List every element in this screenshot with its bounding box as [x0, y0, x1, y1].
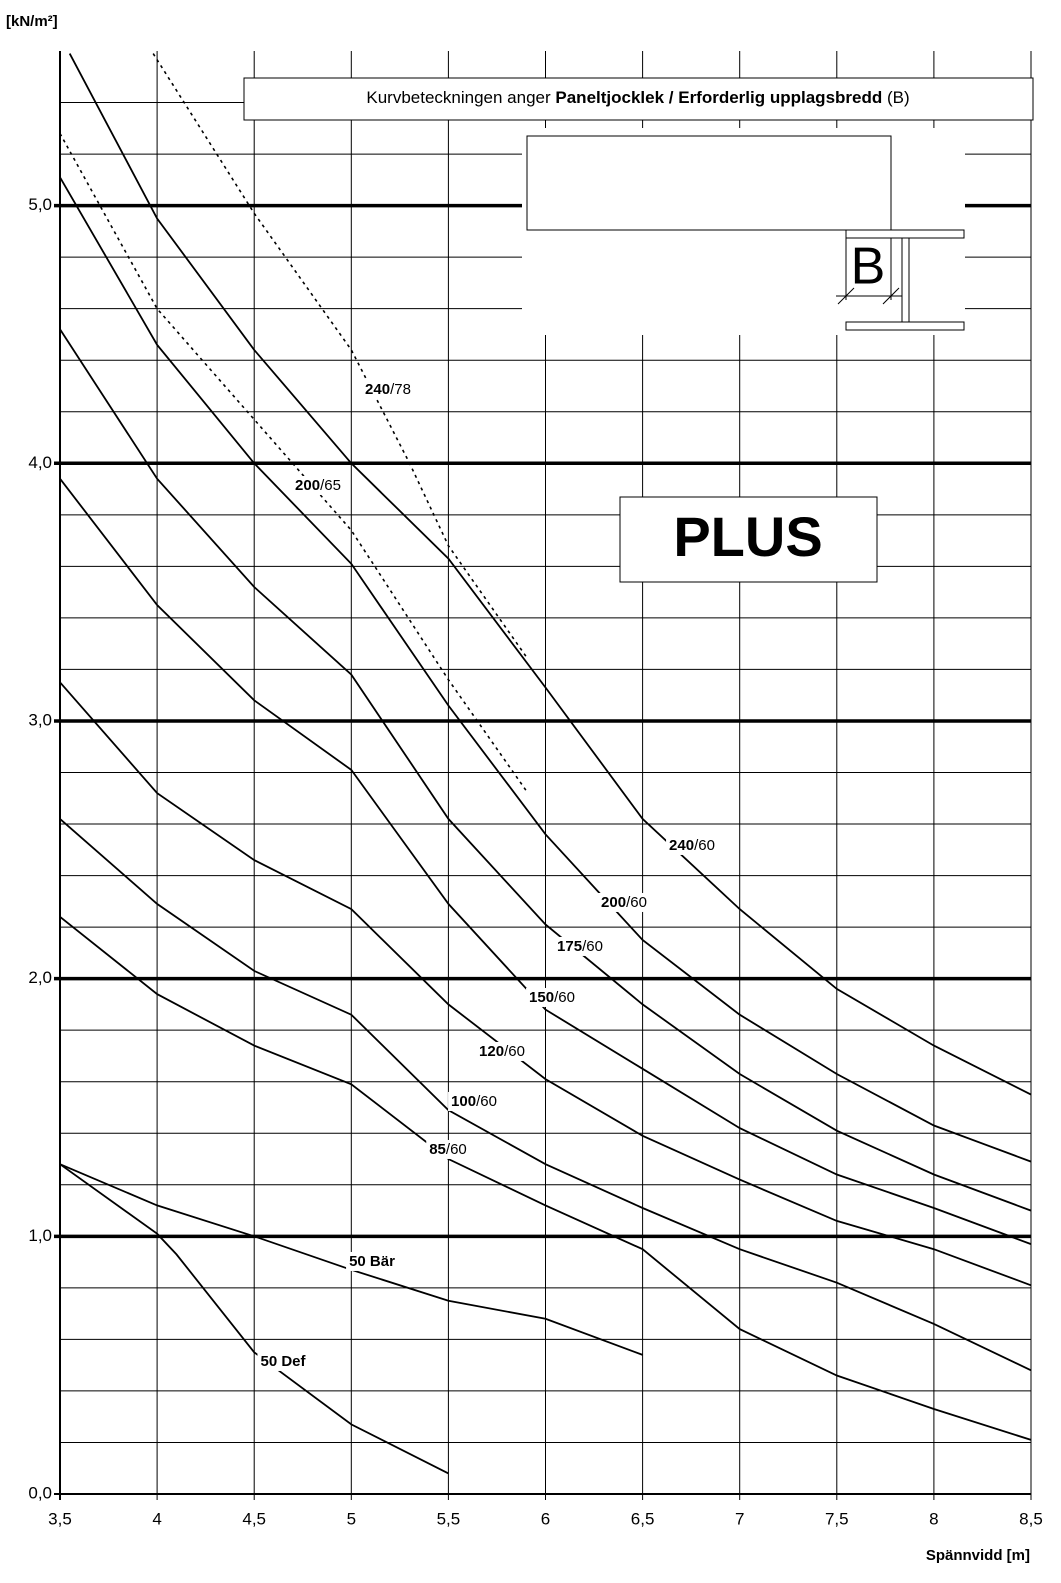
- curve-label-part: 100: [451, 1093, 476, 1110]
- curve-label-part: 200: [295, 477, 320, 494]
- curve-label-background: [346, 1251, 399, 1271]
- curve-label: 200/65: [295, 477, 341, 494]
- curve-label-background: [448, 1091, 500, 1111]
- curve-label-part: 50 Def: [260, 1353, 306, 1370]
- dashed-curve: [152, 53, 527, 657]
- x-tick-label: 5: [347, 1509, 356, 1528]
- x-tick-label: 8: [929, 1509, 938, 1528]
- y-axis-label: [kN/m²]: [6, 13, 58, 30]
- curve-label-part: /78: [390, 381, 411, 398]
- curve-label-background: [598, 892, 650, 912]
- curve-label-part: 85: [429, 1141, 446, 1158]
- annotation-box: [243, 77, 1034, 121]
- beam-flange: [845, 229, 965, 239]
- diagram-label: B: [851, 238, 886, 296]
- curve-label-part: 120: [479, 1043, 504, 1060]
- curve-label: 240/78: [365, 381, 411, 398]
- curve-label-part: 50 Bär: [349, 1253, 395, 1270]
- curve: [68, 53, 1032, 1096]
- curve-label: 50 Bär: [349, 1253, 395, 1270]
- curve-label: 50 Def: [260, 1353, 306, 1370]
- curve-label: 100/60: [451, 1093, 497, 1110]
- dimension-tick: [837, 287, 855, 305]
- curve-label-part: /60: [504, 1043, 525, 1060]
- curve: [59, 328, 1032, 1212]
- curve-label: 85/60: [429, 1141, 467, 1158]
- annotation-part: Paneltjocklek / Erforderlig upplagsbredd: [555, 88, 882, 107]
- curve-label-background: [292, 475, 344, 495]
- beam-flange: [845, 321, 965, 331]
- curve-label: 200/60: [601, 894, 647, 911]
- y-tick-label: 0,0: [28, 1483, 52, 1502]
- curve-label: 175/60: [557, 938, 603, 955]
- y-tick-label: 1,0: [28, 1226, 52, 1245]
- curve: [59, 478, 1032, 1245]
- curve-label-part: 200: [601, 894, 626, 911]
- x-tick-label: 8,5: [1019, 1509, 1043, 1528]
- curve: [59, 681, 1032, 1287]
- badge: PLUS: [673, 505, 822, 568]
- dashed-curve: [59, 133, 527, 791]
- curve-label-part: /60: [476, 1093, 497, 1110]
- x-tick-label: 5,5: [437, 1509, 461, 1528]
- curve: [59, 916, 1032, 1441]
- badge-box: [619, 496, 878, 583]
- curve-label-background: [257, 1351, 310, 1371]
- x-tick-label: 7,5: [825, 1509, 849, 1528]
- x-axis-label: Spännvidd [m]: [926, 1547, 1030, 1564]
- curve-label-part: 240: [669, 837, 694, 854]
- curve: [59, 176, 1032, 1163]
- curve-label-part: /60: [554, 989, 575, 1006]
- annotation-part: Kurvbeteckningen anger: [366, 88, 555, 107]
- curve-label-background: [554, 936, 606, 956]
- x-tick-label: 6: [541, 1509, 550, 1528]
- curve-label-background: [426, 1139, 470, 1159]
- x-tick-label: 7: [735, 1509, 744, 1528]
- curve-label-background: [526, 987, 578, 1007]
- curve-label-background: [666, 835, 718, 855]
- annotation: Kurvbeteckningen anger Paneltjocklek / E…: [366, 88, 909, 107]
- x-tick-label: 4,5: [242, 1509, 266, 1528]
- panel-shape: [526, 135, 892, 231]
- annotation-part: (B): [882, 88, 909, 107]
- x-tick-label: 6,5: [631, 1509, 655, 1528]
- curves: [59, 53, 1032, 1475]
- x-tick-label: 4: [152, 1509, 161, 1528]
- y-tick-label: 4,0: [28, 453, 52, 472]
- curve-label-part: 240: [365, 381, 390, 398]
- curve-label: 120/60: [479, 1043, 525, 1060]
- curve-label-part: /60: [582, 938, 603, 955]
- curve-label-background: [476, 1041, 528, 1061]
- curve-label-part: 175: [557, 938, 582, 955]
- dimension-tick: [882, 287, 900, 305]
- curve-label-part: /65: [320, 477, 341, 494]
- x-tick-label: 3,5: [48, 1509, 72, 1528]
- curve-label: 240/60: [669, 837, 715, 854]
- curve: [59, 818, 1032, 1372]
- curve-label-part: /60: [446, 1141, 467, 1158]
- curve-label-background: [362, 379, 414, 399]
- y-tick-label: 5,0: [28, 195, 52, 214]
- curve-label-part: /60: [626, 894, 647, 911]
- curve-label-part: 150: [529, 989, 554, 1006]
- y-tick-label: 3,0: [28, 710, 52, 729]
- grid: 3,5 4 4,5 5 5,5 6 6,5 7 7,5 8 8,5 0,0 1,0 2,0 3,0 4,0 5,…: [28, 51, 1043, 1528]
- y-tick-label: 2,0: [28, 968, 52, 987]
- overlay: Kurvbeteckningen anger Paneltjocklek / E…: [6, 13, 1034, 1564]
- curve-label: 150/60: [529, 989, 575, 1006]
- curve: [59, 1163, 449, 1475]
- curve-label-part: /60: [694, 837, 715, 854]
- curve-labels: 240/78200/65240/60200/60175/60150/60120/…: [257, 379, 718, 1371]
